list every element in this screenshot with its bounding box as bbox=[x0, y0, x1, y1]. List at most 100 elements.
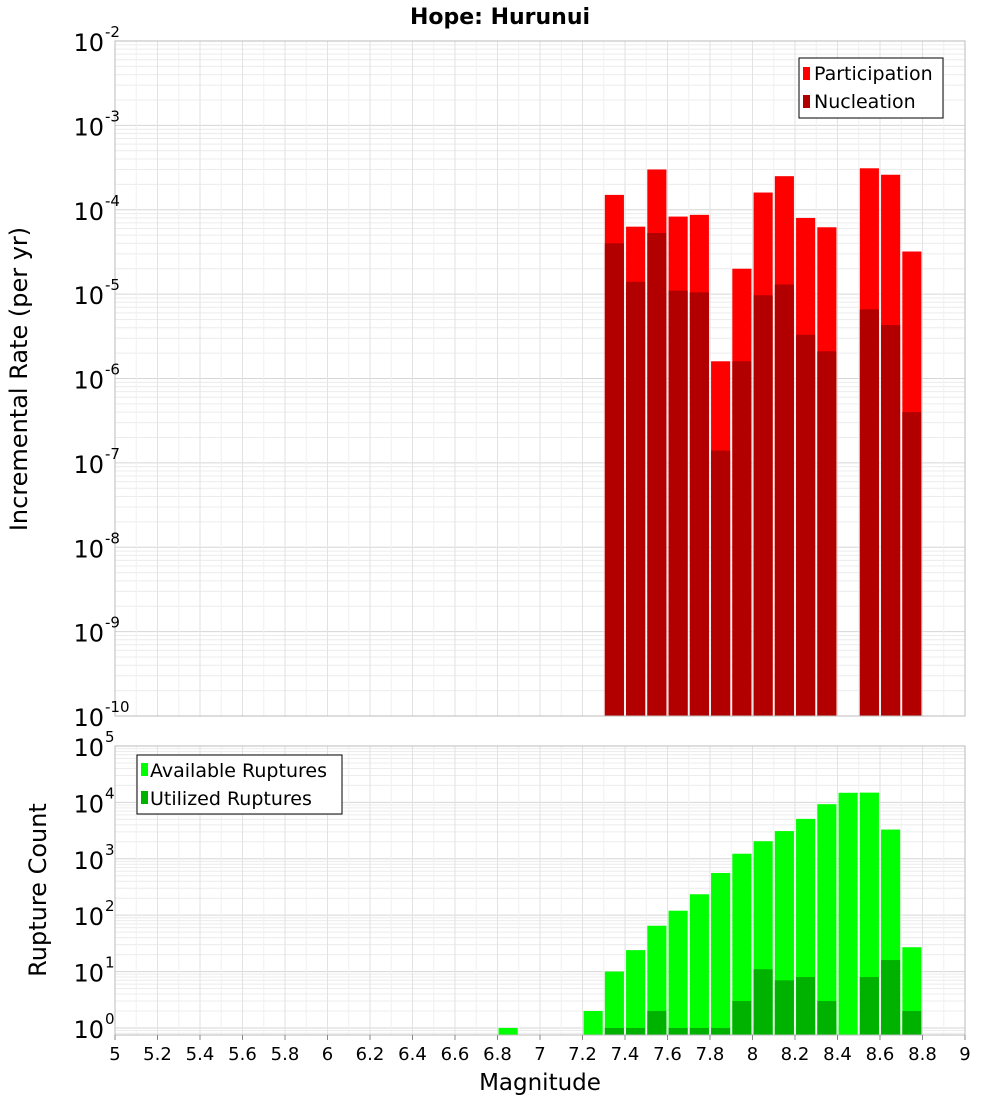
bottom-bar-utilized-ruptures bbox=[796, 977, 816, 1035]
bottom-bar-utilized-ruptures bbox=[711, 1027, 731, 1035]
top-bars bbox=[604, 168, 922, 717]
x-tick-label: 5 bbox=[109, 1044, 120, 1065]
top-y-tick-exponent: -6 bbox=[105, 361, 120, 379]
bottom-bar-utilized-ruptures bbox=[732, 1001, 752, 1035]
bottom-bar-available-ruptures bbox=[711, 872, 731, 1035]
x-tick-label: 8.2 bbox=[781, 1044, 810, 1065]
top-y-tick-exponent: -2 bbox=[105, 23, 120, 41]
top-y-axis-label: Incremental Rate (per yr) bbox=[5, 227, 33, 531]
top-bar-nucleation bbox=[668, 290, 688, 716]
top-y-tick-exponent: -9 bbox=[105, 614, 120, 632]
top-y-tick-exponent: -10 bbox=[105, 698, 130, 716]
top-y-tick-label: 10 bbox=[73, 29, 104, 57]
top-y-tick-label: 10 bbox=[73, 451, 104, 479]
legend-swatch-participation bbox=[803, 67, 810, 80]
legend-label-participation: Participation bbox=[814, 63, 933, 85]
bottom-bar-utilized-ruptures bbox=[668, 1027, 688, 1035]
top-bar-nucleation bbox=[604, 243, 624, 717]
bottom-bar-available-ruptures bbox=[604, 971, 624, 1035]
legend-label-utilized: Utilized Ruptures bbox=[150, 788, 312, 810]
top-y-tick-label: 10 bbox=[73, 198, 104, 226]
top-y-tick-exponent: -4 bbox=[105, 192, 120, 210]
x-tick-label: 8.6 bbox=[866, 1044, 895, 1065]
top-bar-nucleation bbox=[881, 325, 901, 716]
bottom-y-tick-exponent: 3 bbox=[105, 841, 115, 859]
top-legend-box bbox=[798, 57, 944, 119]
bottom-y-axis-label: Rupture Count bbox=[24, 803, 52, 977]
top-bar-nucleation bbox=[689, 292, 709, 716]
legend-label-available: Available Ruptures bbox=[150, 760, 327, 782]
x-tick-label: 5.8 bbox=[271, 1044, 300, 1065]
bottom-bar-utilized-ruptures bbox=[902, 1010, 922, 1035]
bottom-y-tick-label: 10 bbox=[73, 790, 104, 818]
bottom-y-tick-exponent: 0 bbox=[105, 1010, 115, 1028]
top-bar-nucleation bbox=[796, 334, 816, 716]
top-bar-nucleation bbox=[626, 281, 646, 716]
bottom-bar-utilized-ruptures bbox=[604, 1027, 624, 1035]
bottom-y-tick-exponent: 2 bbox=[105, 897, 115, 915]
bottom-bar-utilized-ruptures bbox=[626, 1027, 646, 1035]
top-y-tick-label: 10 bbox=[73, 620, 104, 648]
x-tick-label: 8 bbox=[747, 1044, 758, 1065]
x-tick-label: 7.2 bbox=[568, 1044, 597, 1065]
top-bar-nucleation bbox=[774, 284, 794, 716]
bottom-bar-available-ruptures bbox=[817, 804, 837, 1035]
top-y-tick-exponent: -5 bbox=[105, 276, 120, 294]
bottom-legend: Available Ruptures Utilized Ruptures bbox=[136, 754, 343, 815]
legend-swatch-utilized bbox=[141, 791, 148, 804]
x-tick-label: 5.4 bbox=[186, 1044, 215, 1065]
x-tick-label: 8.8 bbox=[908, 1044, 937, 1065]
top-legend: Participation Nucleation bbox=[798, 57, 944, 119]
top-y-tick-label: 10 bbox=[73, 367, 104, 395]
bottom-y-tick-label: 10 bbox=[73, 960, 104, 988]
bottom-y-tick-exponent: 5 bbox=[105, 728, 115, 746]
x-tick-label: 7.6 bbox=[653, 1044, 682, 1065]
x-tick-label: 6 bbox=[322, 1044, 333, 1065]
bottom-bar-available-ruptures bbox=[647, 925, 667, 1035]
top-plot-frame bbox=[114, 40, 966, 717]
bottom-legend-box bbox=[136, 754, 343, 815]
bottom-bar-utilized-ruptures bbox=[859, 977, 879, 1035]
x-tick-label: 6.6 bbox=[441, 1044, 470, 1065]
top-bar-nucleation bbox=[859, 309, 879, 716]
top-y-tick-label: 10 bbox=[73, 282, 104, 310]
top-y-tick-label: 10 bbox=[73, 704, 104, 732]
bottom-y-tick-label: 10 bbox=[73, 1016, 104, 1044]
top-bar-nucleation bbox=[732, 361, 752, 716]
bottom-y-tick-label: 10 bbox=[73, 734, 104, 762]
bottom-y-tick-exponent: 1 bbox=[105, 954, 115, 972]
bottom-bar-available-ruptures bbox=[732, 853, 752, 1035]
top-bar-nucleation bbox=[711, 450, 731, 716]
top-bar-nucleation bbox=[817, 351, 837, 716]
bottom-y-tick-label: 10 bbox=[73, 903, 104, 931]
legend-swatch-available bbox=[141, 763, 148, 776]
x-axis-label: Magnitude bbox=[479, 1070, 601, 1096]
x-tick-label: 7.8 bbox=[696, 1044, 725, 1065]
bottom-bar-available-ruptures bbox=[626, 950, 646, 1035]
x-ticks: 5 5.2 5.4 5.6 5.8 6 6.2 6.4 6.6 6.8 7 7.2 7.4 7.6 7.8 8… bbox=[109, 1035, 971, 1065]
x-tick-label: 7 bbox=[534, 1044, 545, 1065]
bottom-bar-available-ruptures bbox=[668, 910, 688, 1035]
top-y-tick-exponent: -7 bbox=[105, 445, 120, 463]
x-tick-label: 5.6 bbox=[228, 1044, 257, 1065]
top-y-tick-exponent: -3 bbox=[105, 107, 120, 125]
top-bar-nucleation bbox=[647, 233, 667, 716]
x-tick-label: 7.4 bbox=[611, 1044, 640, 1065]
x-tick-label: 6.8 bbox=[483, 1044, 512, 1065]
top-y-tick-label: 10 bbox=[73, 113, 104, 141]
bottom-y-tick-exponent: 4 bbox=[105, 784, 115, 802]
bottom-bar-utilized-ruptures bbox=[689, 1027, 709, 1035]
chart-title: Hope: Hurunui bbox=[410, 5, 590, 30]
top-grid bbox=[114, 41, 966, 717]
bottom-bar-available-ruptures bbox=[498, 1027, 518, 1035]
bottom-bar-available-ruptures bbox=[689, 894, 709, 1035]
x-tick-label: 6.2 bbox=[356, 1044, 385, 1065]
x-tick-label: 8.4 bbox=[823, 1044, 852, 1065]
bottom-bar-available-ruptures bbox=[583, 1010, 603, 1035]
top-y-tick-label: 10 bbox=[73, 535, 104, 563]
